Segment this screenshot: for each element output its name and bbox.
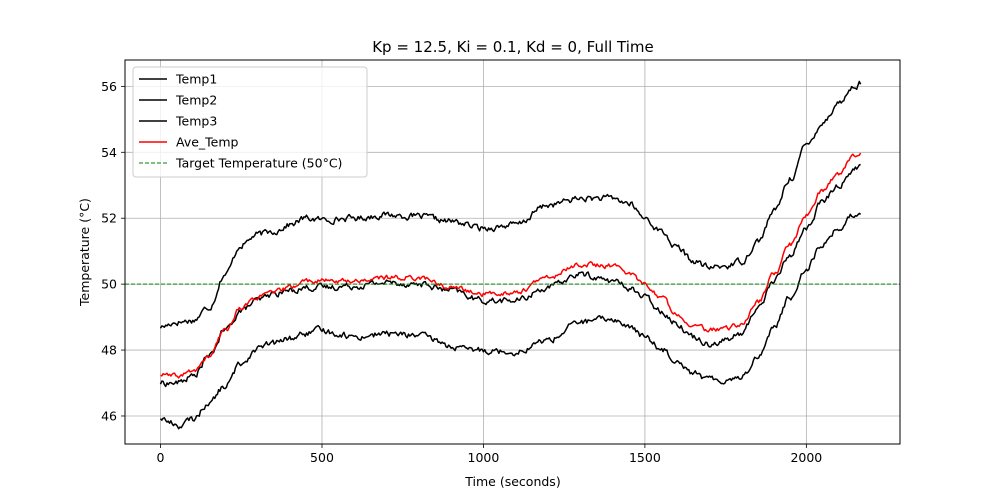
legend-label: Temp3 bbox=[175, 114, 217, 129]
y-tick-label: 46 bbox=[101, 408, 117, 423]
y-tick-label: 50 bbox=[101, 277, 117, 292]
x-tick-label: 1500 bbox=[629, 450, 661, 465]
x-tick-label: 2000 bbox=[790, 450, 822, 465]
plot-frame bbox=[124, 59, 901, 445]
y-tick-label: 52 bbox=[101, 211, 117, 226]
y-tick-label: 56 bbox=[101, 79, 117, 94]
ave-temp-series-line bbox=[160, 152, 862, 379]
temp1-series-line bbox=[159, 80, 862, 329]
temp2-series-line bbox=[159, 163, 861, 388]
y-tick-label: 48 bbox=[101, 343, 117, 358]
x-tick-label: 500 bbox=[310, 450, 334, 465]
legend-label: Ave_Temp bbox=[176, 135, 239, 150]
plot-series bbox=[125, 80, 900, 430]
legend-box bbox=[132, 66, 368, 178]
legend: Temp1 Temp2 Temp3 Ave_Temp Target Temperatur… bbox=[132, 66, 368, 178]
y-tick-label: 54 bbox=[101, 145, 117, 160]
x-tick-label: 0 bbox=[157, 450, 165, 465]
axis-ticks: 0 500 1000 1500 2000 46 48 50 52 54 56 bbox=[101, 79, 822, 465]
y-axis-label: Temperature (°C) bbox=[77, 198, 92, 307]
legend-label: Temp2 bbox=[175, 93, 217, 108]
legend-label: Temp1 bbox=[175, 72, 217, 87]
legend-label: Target Temperature (50°C) bbox=[175, 156, 342, 171]
x-tick-label: 1000 bbox=[468, 450, 500, 465]
chart-title: Kp = 12.5, Ki = 0.1, Kd = 0, Full Time bbox=[372, 38, 654, 56]
x-axis-label: Time (seconds) bbox=[464, 474, 560, 489]
temp3-series-line bbox=[159, 212, 862, 430]
